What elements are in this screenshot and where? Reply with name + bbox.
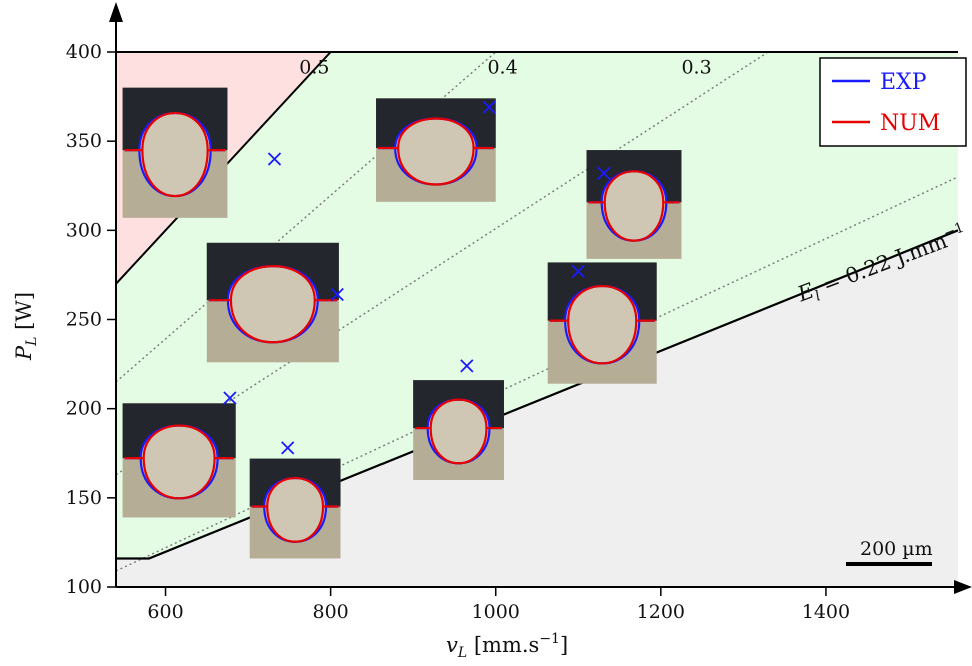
- legend-label-exp: EXP: [880, 70, 927, 95]
- section-2-fusion-zone: [395, 118, 477, 185]
- section-7-num-contour: [124, 424, 234, 500]
- x-tick-label-1000: 1000: [472, 601, 520, 623]
- x-tick-label-1400: 1400: [802, 601, 850, 623]
- section-6: [413, 380, 504, 480]
- legend: EXP NUM: [819, 57, 967, 147]
- section-2-num-contour: [378, 117, 494, 186]
- x-axis-arrow: [954, 580, 972, 594]
- energy-line-label-0.5: 0.5: [299, 56, 329, 78]
- section-3-num-contour: [588, 170, 680, 242]
- y-tick-label-250: 250: [66, 309, 102, 331]
- scale-bar: 200 µm: [846, 538, 933, 566]
- section-5-fusion-zone: [565, 286, 640, 364]
- section-6-fusion-zone: [427, 399, 490, 464]
- section-4: [206, 242, 339, 363]
- y-axis-arrow: [109, 2, 123, 22]
- scale-bar-label: 200 µm: [860, 538, 933, 560]
- section-4-num-contour: [208, 265, 337, 344]
- energy-line-0.4: [115, 51, 497, 383]
- y-tick-label-400: 400: [66, 41, 102, 63]
- data-point-1: [267, 152, 282, 166]
- data-point-2: [482, 100, 496, 114]
- x-axis-title: vL [mm.s−1]: [446, 631, 568, 661]
- section-5: [547, 262, 657, 384]
- section-1: [122, 87, 228, 218]
- section-8-num-contour: [251, 476, 339, 543]
- data-point-7: [223, 391, 237, 405]
- section-4-fusion-zone: [227, 266, 318, 343]
- y-tick-label-150: 150: [66, 487, 102, 509]
- section-8-fusion-zone: [264, 478, 327, 542]
- energy-line-label-0.3: 0.3: [681, 56, 711, 78]
- legend-box: [819, 57, 967, 147]
- data-point-6: [460, 359, 474, 373]
- x-tick-label-1200: 1200: [637, 601, 685, 623]
- section-1-fusion-zone: [139, 113, 211, 197]
- section-1-num-contour: [124, 112, 226, 198]
- threshold-line: [116, 229, 959, 560]
- axes-layer: 600 800 1000 1200 1400 100 150 200 250 300 350 400: [66, 2, 972, 623]
- section-3: [586, 150, 682, 259]
- section-7: [122, 403, 236, 518]
- section-3-fusion-zone: [601, 171, 667, 241]
- y-tick-label-100: 100: [66, 576, 102, 598]
- data-points-layer: [223, 100, 611, 455]
- y-tick-label-300: 300: [66, 219, 102, 241]
- section-6-num-contour: [415, 398, 502, 465]
- y-tick-label-200: 200: [66, 398, 102, 420]
- data-point-4: [330, 287, 344, 302]
- section-2: [376, 98, 496, 202]
- y-tick-label-350: 350: [66, 130, 102, 152]
- section-7-fusion-zone: [140, 425, 218, 499]
- cross-sections-layer: [122, 87, 682, 559]
- energy-line-label-0.4: 0.4: [487, 56, 517, 78]
- x-tick-label-800: 800: [312, 601, 348, 623]
- data-point-3: [597, 166, 611, 180]
- data-point-5: [571, 264, 585, 278]
- data-point-8: [281, 441, 295, 455]
- y-axis-title: PL [W]: [12, 292, 40, 361]
- legend-label-num: NUM: [880, 111, 940, 136]
- x-tick-label-600: 600: [147, 601, 183, 623]
- section-5-num-contour: [549, 285, 655, 365]
- section-8: [249, 458, 341, 559]
